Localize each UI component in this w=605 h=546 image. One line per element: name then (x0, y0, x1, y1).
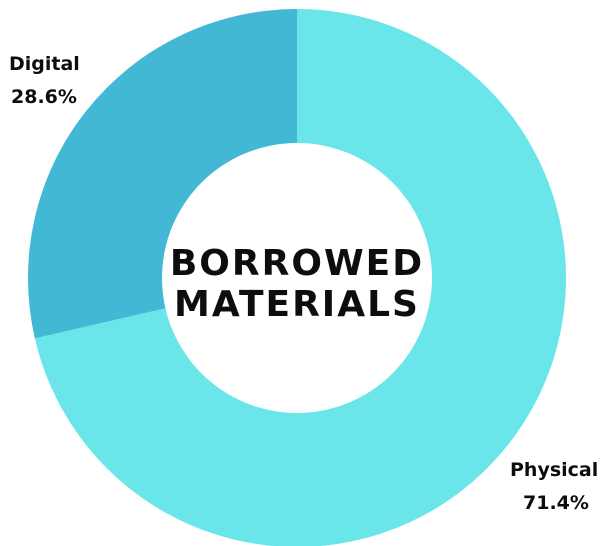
slice-label-physical-name: Physical (510, 459, 598, 481)
center-title-line-1: BORROWED (170, 243, 424, 284)
donut-hole (162, 143, 432, 413)
slice-label-physical-value: 71.4% (523, 492, 589, 514)
slice-label-digital-value: 28.6% (11, 86, 77, 108)
slice-label-digital-name: Digital (9, 53, 80, 75)
center-title-line-2: MATERIALS (174, 284, 420, 325)
